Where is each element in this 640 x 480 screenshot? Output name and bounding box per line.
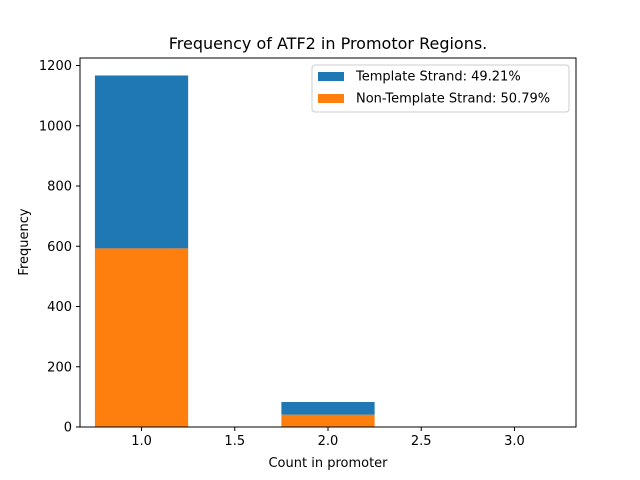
y-axis-label: Frequency <box>17 208 32 275</box>
y-axis: 0 200 400 600 800 1000 1200 <box>39 59 80 436</box>
x-tick-label: 3.0 <box>504 434 525 449</box>
y-tick-label: 0 <box>64 421 72 436</box>
y-tick-label: 800 <box>47 180 72 195</box>
y-tick-label: 1000 <box>39 119 72 134</box>
x-axis-label: Count in promoter <box>268 456 388 471</box>
legend-swatch <box>318 94 344 103</box>
legend-box <box>311 64 570 113</box>
bar-series1-x2 <box>281 401 375 415</box>
x-tick-label: 2.0 <box>318 434 339 449</box>
bars-layer <box>94 75 375 427</box>
x-axis: 1.0 1.5 2.0 2.5 3.0 <box>131 427 525 449</box>
x-tick-label: 1.0 <box>131 434 152 449</box>
bar-series1-x1 <box>94 75 189 249</box>
x-tick-label: 1.5 <box>224 434 245 449</box>
legend: Template Strand: 49.21% Non-Template Stra… <box>311 64 570 113</box>
chart-title: Frequency of ATF2 in Promotor Regions. <box>169 34 488 53</box>
y-tick-label: 200 <box>47 360 72 375</box>
y-tick-label: 1200 <box>39 59 72 74</box>
legend-swatch <box>318 72 344 81</box>
legend-label: Non-Template Strand: 50.79% <box>356 92 550 107</box>
legend-label: Template Strand: 49.21% <box>355 70 521 85</box>
bar-series0-x1 <box>94 248 189 427</box>
bar-series0-x2 <box>281 414 375 427</box>
x-tick-label: 2.5 <box>411 434 432 449</box>
y-tick-label: 400 <box>47 300 72 315</box>
y-tick-label: 600 <box>47 240 72 255</box>
